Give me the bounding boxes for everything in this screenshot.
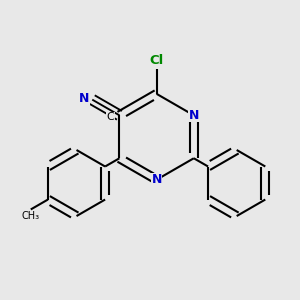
Text: Cl: Cl [149, 54, 164, 68]
Text: CH₃: CH₃ [22, 211, 40, 221]
Text: N: N [189, 109, 199, 122]
Text: N: N [79, 92, 90, 105]
Text: C: C [106, 112, 114, 122]
Text: N: N [152, 173, 162, 186]
